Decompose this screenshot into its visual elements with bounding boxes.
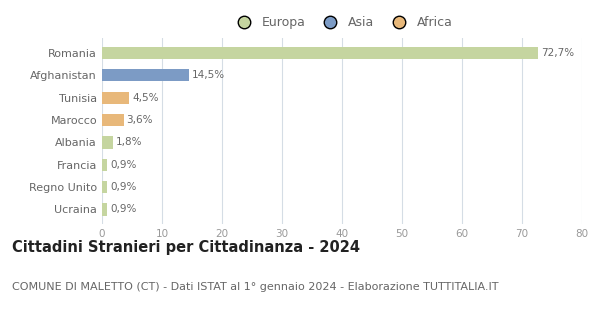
Text: 0,9%: 0,9% bbox=[110, 160, 137, 170]
Text: Cittadini Stranieri per Cittadinanza - 2024: Cittadini Stranieri per Cittadinanza - 2… bbox=[12, 240, 360, 255]
Text: 4,5%: 4,5% bbox=[132, 93, 158, 103]
Bar bbox=[102, 92, 129, 104]
Text: 3,6%: 3,6% bbox=[127, 115, 153, 125]
Text: 1,8%: 1,8% bbox=[116, 137, 142, 148]
Text: 14,5%: 14,5% bbox=[192, 70, 225, 80]
Legend: Europa, Asia, Africa: Europa, Asia, Africa bbox=[227, 11, 458, 34]
Bar bbox=[102, 159, 107, 171]
Bar bbox=[102, 69, 189, 82]
Text: 0,9%: 0,9% bbox=[110, 204, 137, 214]
Bar bbox=[102, 181, 107, 193]
Bar bbox=[102, 203, 107, 216]
Text: COMUNE DI MALETTO (CT) - Dati ISTAT al 1° gennaio 2024 - Elaborazione TUTTITALIA: COMUNE DI MALETTO (CT) - Dati ISTAT al 1… bbox=[12, 282, 499, 292]
Bar bbox=[102, 114, 124, 126]
Text: 72,7%: 72,7% bbox=[541, 48, 574, 58]
Bar bbox=[102, 47, 538, 59]
Bar bbox=[102, 136, 113, 148]
Text: 0,9%: 0,9% bbox=[110, 182, 137, 192]
